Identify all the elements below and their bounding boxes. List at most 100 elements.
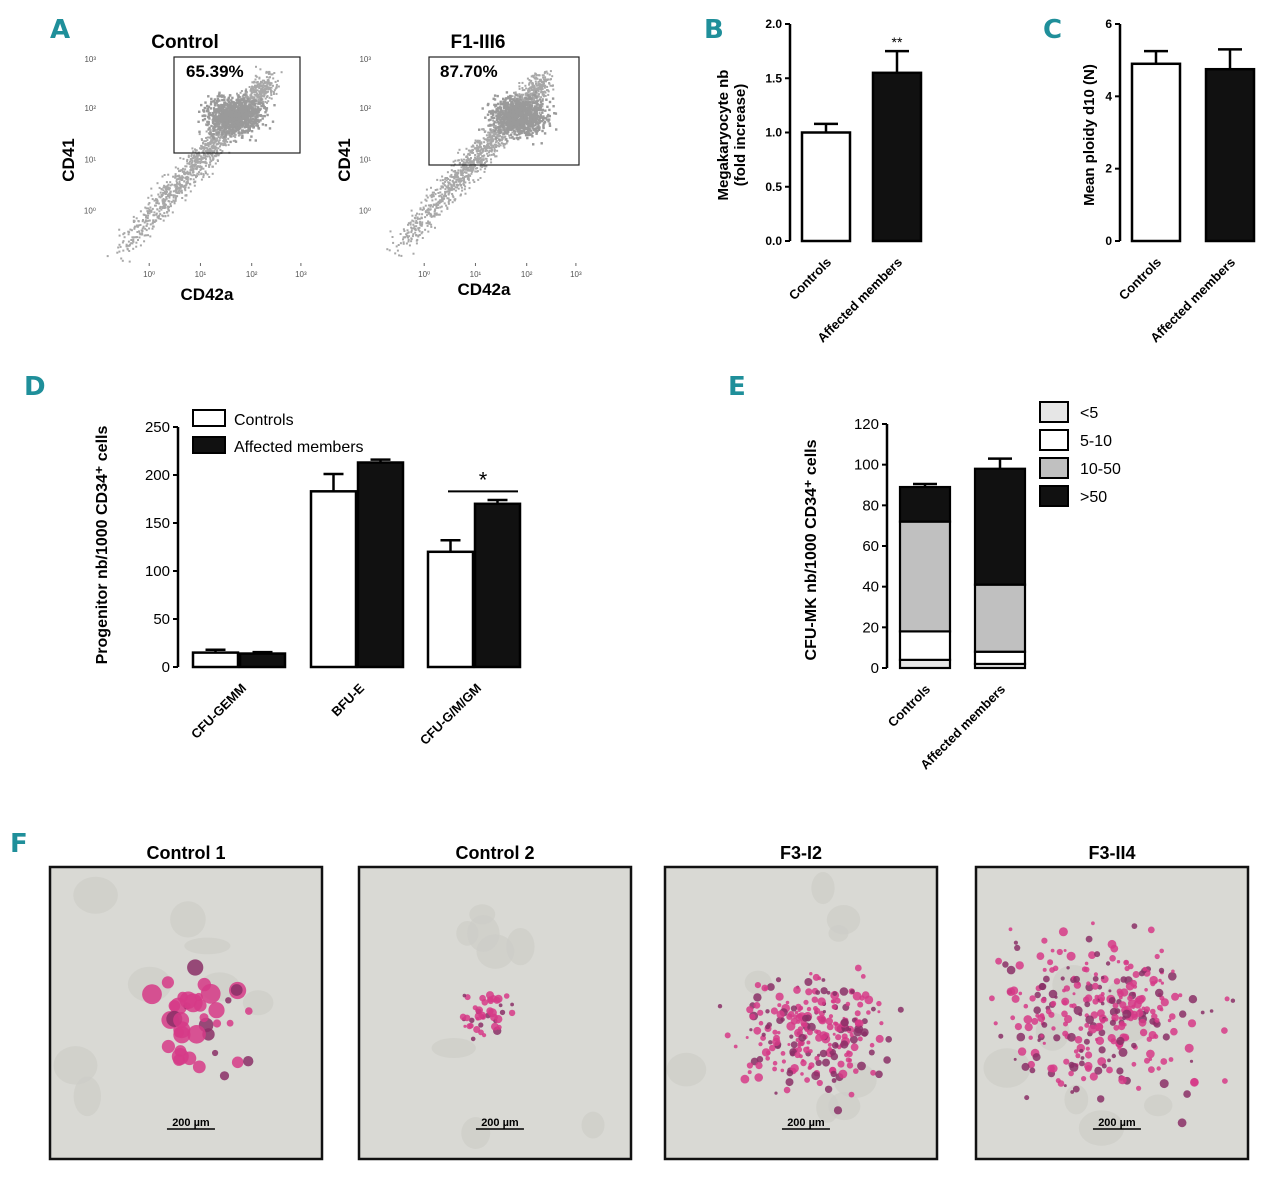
y-tick-label: 150 xyxy=(145,515,170,532)
panel-label-b: B xyxy=(704,15,724,45)
svg-text:10³: 10³ xyxy=(295,270,307,279)
y-tick-label: 60 xyxy=(862,538,879,555)
x-category-label: CFU-G/M/GM xyxy=(417,681,484,748)
panel-label-d: D xyxy=(24,372,46,402)
stack-affected-members-2 xyxy=(975,585,1025,652)
micrograph-title: Control 2 xyxy=(456,843,535,863)
bar-affected-members xyxy=(1206,69,1254,241)
flow-plot-title-f1iii6: F1-III6 xyxy=(451,32,506,53)
svg-text:10²: 10² xyxy=(246,270,258,279)
micrograph-3: F3-I2 200 µm xyxy=(665,843,937,1159)
bar-cfu-gemm-affected xyxy=(240,654,285,667)
panel-label-c: C xyxy=(1043,15,1062,45)
svg-text:10¹: 10¹ xyxy=(470,270,482,279)
c-ylabel: Mean ploidy d10 (N) xyxy=(1081,64,1098,206)
legend-label: <5 xyxy=(1080,405,1098,422)
stack-affected-members-1 xyxy=(975,652,1025,664)
gate-percent-f1iii6: 87.70% xyxy=(440,62,498,81)
panel-label-a: A xyxy=(50,15,70,45)
d-ylabel: Progenitor nb/1000 CD34⁺ cells xyxy=(94,426,111,665)
significance-marker: ** xyxy=(892,34,903,50)
y-tick-label: 0 xyxy=(871,660,879,677)
y-tick-label: 100 xyxy=(145,563,170,580)
micrograph-title: F3-I2 xyxy=(780,843,822,863)
y-tick-label: 80 xyxy=(862,497,879,514)
legend-label-controls: Controls xyxy=(234,412,294,429)
stack-controls-3 xyxy=(900,487,950,522)
legend-label: >50 xyxy=(1080,489,1107,506)
e-legend: <5 5-10 10-50 >50 xyxy=(1040,402,1121,506)
bar-bfu-e-affected xyxy=(358,463,403,667)
flow-ylabel-control: CD41 xyxy=(59,138,78,181)
x-category-label: Controls xyxy=(885,682,933,730)
y-tick-label: 20 xyxy=(862,619,879,636)
y-tick-label: 120 xyxy=(854,416,879,433)
x-category-label: Affected members xyxy=(917,682,1008,773)
legend-label: 5-10 xyxy=(1080,433,1112,450)
bar-cfu-gemm-controls xyxy=(193,653,238,667)
legend-swatch xyxy=(1040,430,1068,450)
y-tick-label: 6 xyxy=(1105,17,1112,31)
micrograph-2: Control 2 200 µm xyxy=(359,843,631,1159)
x-category-label: BFU-E xyxy=(328,680,367,719)
stack-affected-members-3 xyxy=(975,469,1025,585)
svg-text:10⁰: 10⁰ xyxy=(84,207,96,216)
y-tick-label: 250 xyxy=(145,419,170,436)
panel-label-e: E xyxy=(728,372,746,402)
svg-text:10³: 10³ xyxy=(570,270,582,279)
svg-text:10¹: 10¹ xyxy=(359,155,371,164)
y-tick-label: 0.0 xyxy=(765,234,782,248)
y-tick-label: 200 xyxy=(145,467,170,484)
y-tick-label: 1.0 xyxy=(765,126,782,140)
stack-controls-2 xyxy=(900,522,950,632)
scale-bar-label: 200 µm xyxy=(787,1117,825,1129)
y-tick-label: 0 xyxy=(162,659,170,676)
svg-text:10³: 10³ xyxy=(84,55,96,64)
panel-c-bar-chart: Mean ploidy d10 (N) 0246ControlsAffected… xyxy=(1081,17,1254,345)
svg-text:10²: 10² xyxy=(84,104,96,113)
significance-marker: * xyxy=(479,467,488,492)
flow-xlabel-control: CD42a xyxy=(181,285,234,304)
bar-affected-members xyxy=(873,73,921,241)
flow-plot-title-control: Control xyxy=(151,32,219,53)
legend-swatch-affected xyxy=(193,437,225,453)
stack-controls-0 xyxy=(900,660,950,668)
svg-text:10³: 10³ xyxy=(359,55,371,64)
svg-text:10⁰: 10⁰ xyxy=(143,270,155,279)
y-tick-label: 0 xyxy=(1105,234,1112,248)
bar-controls xyxy=(1132,64,1180,241)
svg-text:10²: 10² xyxy=(359,104,371,113)
y-tick-label: 50 xyxy=(153,611,170,628)
svg-text:10¹: 10¹ xyxy=(195,270,207,279)
scale-bar-label: 200 µm xyxy=(172,1117,210,1129)
bar-cfu-g-m-gm-affected xyxy=(475,504,520,667)
scale-bar-label: 200 µm xyxy=(481,1117,519,1129)
svg-text:10²: 10² xyxy=(521,270,533,279)
x-category-label: CFU-GEMM xyxy=(188,681,249,742)
panel-label-f: F xyxy=(10,829,28,859)
flow-ylabel-f1iii6: CD41 xyxy=(335,138,354,181)
legend-label: 10-50 xyxy=(1080,461,1121,478)
gate-percent-control: 65.39% xyxy=(186,62,244,81)
panel-d-bar-chart: Progenitor nb/1000 CD34⁺ cells 0 50 100 150… xyxy=(94,410,520,748)
panel-e-stacked-bar-chart: CFU-MK nb/1000 CD34⁺ cells 0204060801001… xyxy=(803,402,1121,772)
bar-bfu-e-controls xyxy=(311,491,356,667)
svg-text:10⁰: 10⁰ xyxy=(359,207,371,216)
scale-bar-label: 200 µm xyxy=(1098,1117,1136,1129)
flow-plot-frame-control xyxy=(100,58,305,263)
bar-cfu-g-m-gm-controls xyxy=(428,552,473,667)
y-tick-label: 0.5 xyxy=(765,180,782,194)
legend-swatch xyxy=(1040,486,1068,506)
x-category-label: Controls xyxy=(1116,255,1164,303)
panel-b-bar-chart: Megakaryocyte nb (fold increase) 0.00.51… xyxy=(715,17,921,345)
panel-a-flow-plots: Control 65.39% CD42a CD41 10⁰ 10¹ 10² 10³ 10… xyxy=(59,32,582,304)
legend-swatch xyxy=(1040,402,1068,422)
svg-text:10¹: 10¹ xyxy=(84,155,96,164)
legend-swatch xyxy=(1040,458,1068,478)
e-ylabel: CFU-MK nb/1000 CD34⁺ cells xyxy=(803,439,820,660)
y-tick-label: 2.0 xyxy=(765,17,782,31)
